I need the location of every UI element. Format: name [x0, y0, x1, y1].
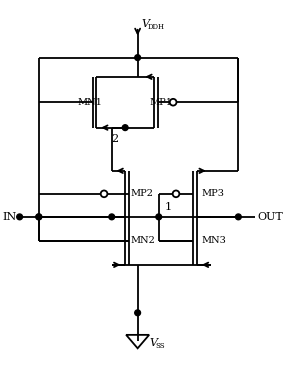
Circle shape — [170, 99, 176, 106]
Text: MN2: MN2 — [130, 236, 155, 245]
Text: MN3: MN3 — [202, 236, 227, 245]
Text: 1: 1 — [164, 202, 172, 212]
Circle shape — [36, 214, 42, 220]
Circle shape — [36, 214, 42, 220]
Circle shape — [101, 190, 108, 197]
Circle shape — [109, 214, 115, 220]
Text: OUT: OUT — [258, 212, 283, 222]
Circle shape — [156, 214, 162, 220]
Text: V: V — [149, 339, 157, 348]
Text: MP3: MP3 — [202, 189, 225, 198]
Circle shape — [173, 190, 179, 197]
Circle shape — [235, 214, 241, 220]
Circle shape — [135, 55, 140, 60]
Text: MP2: MP2 — [130, 189, 153, 198]
Circle shape — [17, 214, 23, 220]
Text: MN1: MN1 — [77, 98, 102, 107]
Text: SS: SS — [155, 342, 164, 350]
Circle shape — [135, 310, 140, 316]
Circle shape — [122, 125, 128, 130]
Text: IN: IN — [3, 212, 17, 222]
Text: MP1: MP1 — [149, 98, 172, 107]
Text: V: V — [142, 19, 150, 29]
Text: DDH: DDH — [147, 23, 164, 31]
Text: 2: 2 — [112, 134, 119, 144]
